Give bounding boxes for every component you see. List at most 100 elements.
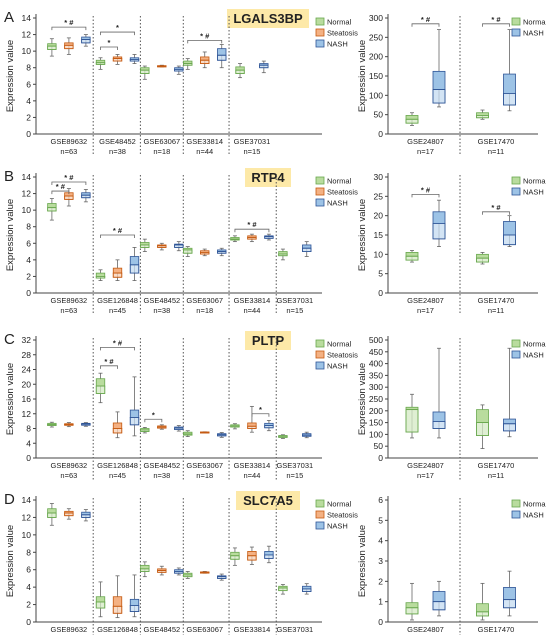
- n-label: n=18: [196, 471, 213, 480]
- box-lower-fill-normal: [47, 424, 57, 426]
- dataset-label: GSE63067: [186, 461, 223, 470]
- y-tick-label: 8: [26, 222, 31, 232]
- dataset-label: GSE33814: [186, 137, 223, 146]
- box-lower-fill-nash: [217, 251, 227, 254]
- significance-bracket: [251, 413, 270, 417]
- y-tick-label: 4: [26, 582, 31, 592]
- y-tick-label: 0: [378, 453, 383, 463]
- box-lower-fill-normal: [405, 607, 419, 615]
- box-upper-nash: [503, 73, 516, 94]
- significance-bracket: [51, 26, 87, 31]
- box-upper-nash: [503, 221, 516, 236]
- box-lower-fill-steatosis: [112, 58, 123, 62]
- box-upper-normal: [230, 551, 240, 557]
- significance-bracket: [482, 211, 510, 215]
- box-lower-fill-nash: [217, 576, 227, 579]
- y-tick-label: 400: [369, 359, 383, 369]
- y-tick-label: 12: [22, 189, 32, 199]
- right-plot: 0 50 100 150 200 250 300 Expression value GSE248…: [357, 13, 538, 156]
- significance-bracket: [100, 234, 135, 238]
- box-upper-nash: [129, 409, 140, 418]
- legend-label-steatosis: Steatosis: [327, 351, 358, 360]
- dataset-label: GSE24807: [407, 137, 444, 146]
- right-plot: 0 5 10 15 20 25 30 Expression value GSE24807n=17…: [357, 172, 538, 315]
- box-lower-fill-steatosis: [112, 428, 123, 434]
- box-lower-fill-steatosis: [157, 570, 167, 573]
- significance-bracket: [187, 39, 223, 44]
- n-label: n=63: [60, 471, 77, 480]
- box-lower-fill-normal: [140, 568, 150, 572]
- dataset-label: GSE37031: [276, 296, 313, 305]
- dataset-label: GSE37031: [234, 137, 271, 146]
- panel-letter: B: [4, 168, 14, 185]
- box-lower-fill-nash: [174, 427, 184, 431]
- box-lower-fill-steatosis: [200, 59, 210, 64]
- box-lower-fill-normal: [183, 249, 193, 254]
- y-tick-label: 100: [369, 90, 383, 100]
- y-tick-label: 12: [22, 30, 32, 40]
- gene-label: PLTP: [252, 333, 285, 348]
- dataset-label: GSE89632: [51, 461, 88, 470]
- box-lower-fill-nash: [432, 89, 446, 104]
- box-lower-fill-nash: [432, 222, 446, 240]
- box-upper-nash: [129, 598, 140, 606]
- box-upper-nash: [129, 256, 140, 266]
- significance-bracket: [51, 190, 70, 195]
- box-lower-fill-steatosis: [200, 571, 210, 574]
- n-label: n=44: [243, 306, 260, 315]
- legend-swatch-nash: [315, 198, 325, 207]
- box-lower-fill-nash: [503, 234, 516, 246]
- y-tick-label: 14: [22, 495, 32, 505]
- y-axis-label: Expression value: [357, 363, 368, 435]
- n-label: n=18: [153, 147, 170, 156]
- significance-bracket: [144, 418, 163, 423]
- n-label: n=38: [153, 471, 170, 480]
- y-tick-label: 250: [369, 394, 383, 404]
- y-tick-label: 6: [26, 79, 31, 89]
- y-tick-label: 0: [26, 288, 31, 298]
- y-tick-label: 1: [378, 597, 383, 607]
- y-tick-label: 0: [26, 617, 31, 627]
- legend-swatch-steatosis: [315, 510, 325, 519]
- legend-swatch-normal: [315, 17, 325, 26]
- y-tick-label: 32: [22, 335, 32, 345]
- legend-label-normal: Normal: [327, 500, 352, 509]
- y-tick-label: 6: [378, 495, 383, 505]
- y-tick-label: 8: [26, 63, 31, 73]
- y-tick-label: 0: [378, 129, 383, 139]
- gene-label-bg: [245, 331, 291, 350]
- y-tick-label: 0: [378, 617, 383, 627]
- box-lower-fill-steatosis: [157, 65, 167, 68]
- box-lower-fill-normal: [95, 385, 106, 394]
- significance-bracket: [51, 181, 87, 185]
- box-lower-fill-normal: [140, 429, 150, 432]
- box-lower-fill-steatosis: [112, 272, 123, 278]
- box-lower-fill-nash: [174, 68, 184, 72]
- y-tick-label: 5: [378, 515, 383, 525]
- significance-label: *: [259, 405, 262, 414]
- legend-swatch-steatosis: [315, 187, 325, 196]
- dataset-label: GSE24807: [407, 625, 444, 634]
- legend-swatch-normal: [511, 17, 521, 26]
- box-upper-nash: [432, 211, 446, 224]
- box-upper-normal: [47, 203, 57, 209]
- y-tick-label: 8: [26, 547, 31, 557]
- box-lower-fill-normal: [230, 555, 240, 560]
- legend-swatch-normal: [511, 499, 521, 508]
- y-tick-label: 0: [26, 129, 31, 139]
- legend-label-nash: NASH: [327, 199, 348, 208]
- panel-b: B RTP4 Normal Steatosis NASH Normal NASH: [4, 168, 546, 208]
- legend-label-nash: NASH: [523, 188, 544, 197]
- box-lower-fill-normal: [235, 69, 245, 74]
- n-label: n=18: [196, 306, 213, 315]
- box-upper-nash: [432, 70, 446, 90]
- legend-label-normal: Normal: [327, 18, 352, 27]
- box-lower-fill-normal: [405, 118, 419, 124]
- box-upper-nash: [432, 591, 446, 603]
- dataset-label: GSE17470: [478, 461, 515, 470]
- gene-label-bg: [245, 168, 291, 187]
- legend-swatch-nash: [315, 361, 325, 370]
- box-lower-fill-normal: [278, 253, 288, 257]
- dataset-label: GSE89632: [51, 137, 88, 146]
